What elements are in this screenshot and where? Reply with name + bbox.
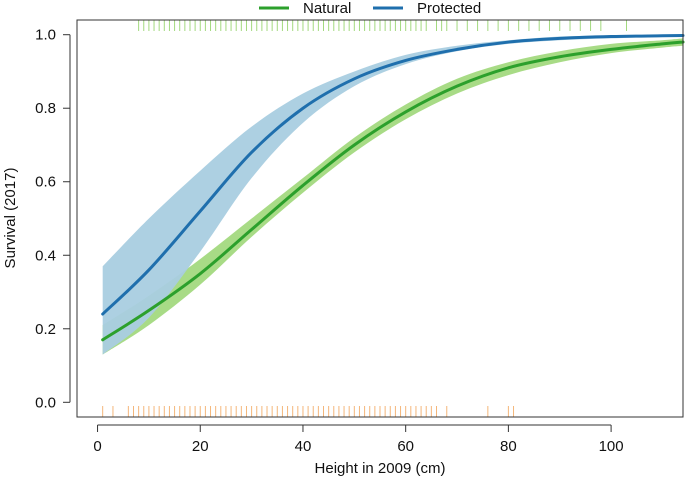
- legend-label-protected: Protected: [417, 0, 481, 17]
- x-tick-label: 100: [599, 438, 624, 455]
- series-line-protected: [101, 33, 685, 316]
- y-tick-label: 0.2: [35, 321, 56, 338]
- x-axis: 0 20 40 60 80 100: [93, 424, 624, 455]
- y-tick-label: 1.0: [35, 27, 56, 44]
- y-tick-label: 0.4: [35, 247, 56, 264]
- y-axis: 0.0 0.2 0.4 0.6 0.8 1.0: [35, 27, 71, 411]
- series-line-natural: [101, 40, 685, 342]
- legend-label-natural: Natural: [303, 0, 351, 17]
- x-tick-label: 20: [192, 438, 209, 455]
- legend: Natural Protected: [259, 0, 481, 17]
- plot-frame: [76, 19, 684, 418]
- rug-marks: [102, 20, 628, 417]
- x-tick-label: 80: [500, 438, 517, 455]
- y-tick-label: 0.8: [35, 100, 56, 117]
- series-lines: [101, 33, 685, 342]
- x-tick-label: 60: [397, 438, 414, 455]
- x-tick-label: 40: [295, 438, 312, 455]
- confidence-band-protected: [102, 34, 684, 355]
- y-axis-title: Survival (2017): [2, 168, 19, 269]
- x-axis-title: Height in 2009 (cm): [315, 460, 446, 477]
- confidence-bands: [102, 34, 684, 355]
- y-tick-label: 0.6: [35, 174, 56, 191]
- y-tick-label: 0.0: [35, 394, 56, 411]
- x-tick-label: 0: [93, 438, 101, 455]
